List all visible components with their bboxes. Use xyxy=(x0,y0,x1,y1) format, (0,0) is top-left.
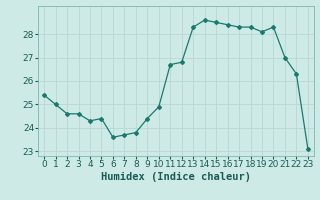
X-axis label: Humidex (Indice chaleur): Humidex (Indice chaleur) xyxy=(101,172,251,182)
